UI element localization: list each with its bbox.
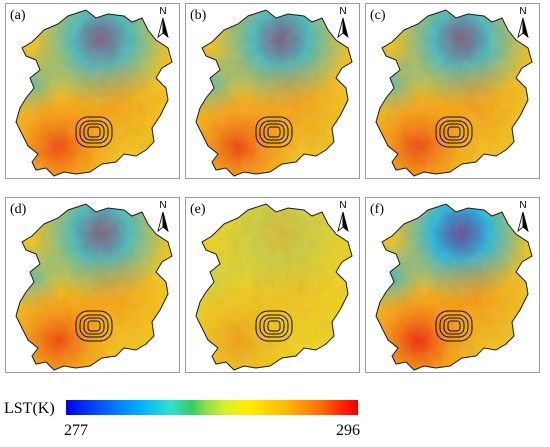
legend-title: LST(K) — [4, 400, 55, 417]
legend-color-bar — [66, 400, 358, 415]
north-letter: N — [339, 6, 347, 17]
ring-roads — [435, 116, 473, 148]
lst-map — [195, 203, 353, 371]
panel-label: (b) — [190, 8, 207, 23]
lst-map — [15, 9, 173, 177]
map-panel: (d) N — [5, 197, 180, 373]
panel-label: (a) — [10, 8, 26, 23]
legend-min-label: 277 — [64, 422, 88, 439]
map-panel: (e) N — [185, 197, 360, 373]
map-panel: (f) N — [365, 197, 540, 373]
north-arrow-icon: N — [155, 201, 171, 235]
legend-max-label: 296 — [336, 422, 360, 439]
ring-roads — [255, 116, 293, 148]
panel-label: (d) — [10, 202, 27, 217]
north-arrow-icon: N — [155, 7, 171, 41]
map-panel: (a) N — [5, 3, 180, 179]
north-letter: N — [159, 200, 167, 211]
north-arrow-icon: N — [335, 7, 351, 41]
panel-label: (e) — [190, 202, 206, 217]
north-letter: N — [519, 6, 527, 17]
lst-map — [375, 9, 533, 177]
lst-map — [15, 203, 173, 371]
north-arrow-icon: N — [335, 201, 351, 235]
north-arrow-icon: N — [515, 201, 531, 235]
north-letter: N — [339, 200, 347, 211]
map-panel: (b) N — [185, 3, 360, 179]
map-panel: (c) N — [365, 3, 540, 179]
north-letter: N — [519, 200, 527, 211]
lst-map — [195, 9, 353, 177]
panel-label: (f) — [370, 202, 384, 217]
panel-label: (c) — [370, 8, 386, 23]
lst-map — [375, 203, 533, 371]
ring-roads — [75, 116, 113, 148]
ring-roads — [75, 310, 113, 342]
north-letter: N — [159, 6, 167, 17]
north-arrow-icon: N — [515, 7, 531, 41]
ring-roads — [255, 310, 293, 342]
ring-roads — [435, 310, 473, 342]
